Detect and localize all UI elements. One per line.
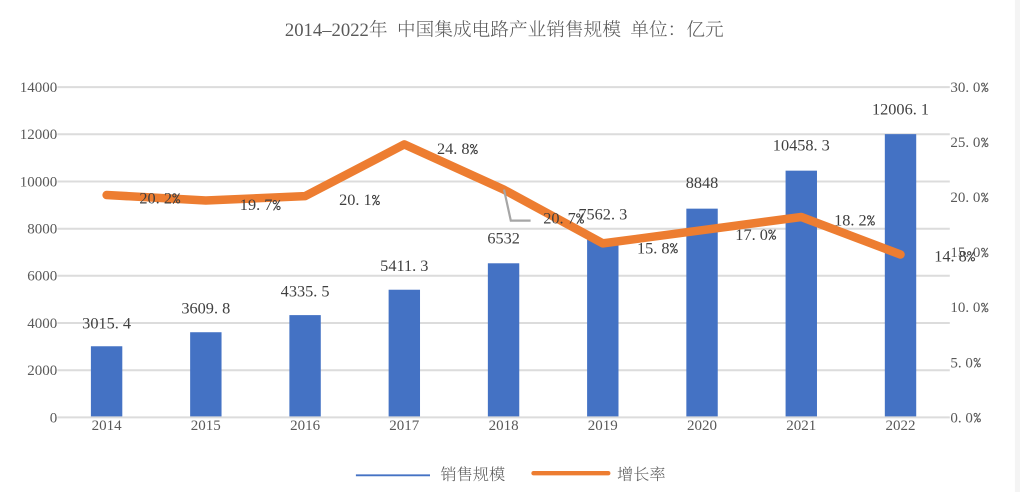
svg-text:8000: 8000 xyxy=(27,222,57,238)
svg-text:2018: 2018 xyxy=(489,418,519,434)
svg-text:2016: 2016 xyxy=(290,418,321,434)
svg-text:4335. 5: 4335. 5 xyxy=(281,281,330,300)
svg-text:14000: 14000 xyxy=(20,80,58,96)
svg-text:20. 7: 20. 7 xyxy=(543,209,576,228)
svg-text:19. 7: 19. 7 xyxy=(240,195,273,214)
svg-text:6532: 6532 xyxy=(487,229,520,248)
svg-text:2020: 2020 xyxy=(687,418,717,434)
svg-text:14. 8: 14. 8 xyxy=(934,246,967,265)
svg-text:12000: 12000 xyxy=(20,127,58,143)
svg-text:10. 0: 10. 0 xyxy=(950,300,980,316)
svg-text:12006. 1: 12006. 1 xyxy=(872,100,929,119)
svg-text:2014–2022: 2014–2022 xyxy=(285,20,369,41)
svg-text:20. 2: 20. 2 xyxy=(139,189,172,208)
svg-text:24. 8: 24. 8 xyxy=(437,139,470,158)
svg-text:17. 0: 17. 0 xyxy=(735,225,768,244)
svg-text:0. 0: 0. 0 xyxy=(950,410,973,426)
svg-text:20. 1: 20. 1 xyxy=(339,190,372,209)
svg-text:2000: 2000 xyxy=(27,363,57,379)
svg-text:3015. 4: 3015. 4 xyxy=(82,314,131,333)
svg-text:7562. 3: 7562. 3 xyxy=(578,204,627,223)
svg-text:5. 0: 5. 0 xyxy=(950,355,973,371)
svg-text:2022: 2022 xyxy=(886,418,916,434)
svg-text:20. 0: 20. 0 xyxy=(950,190,980,206)
svg-text:2015: 2015 xyxy=(191,418,221,434)
svg-text:2019: 2019 xyxy=(588,418,618,434)
svg-text:15. 8: 15. 8 xyxy=(637,238,670,257)
svg-text:3609. 8: 3609. 8 xyxy=(181,299,230,318)
svg-text:5411. 3: 5411. 3 xyxy=(380,256,428,275)
svg-text:18. 2: 18. 2 xyxy=(834,211,867,230)
svg-text:6000: 6000 xyxy=(27,269,57,285)
svg-text:2021: 2021 xyxy=(786,418,816,434)
svg-text:8848: 8848 xyxy=(686,173,719,192)
svg-text:10458. 3: 10458. 3 xyxy=(773,136,830,155)
svg-text:2014: 2014 xyxy=(92,418,123,434)
svg-text:4000: 4000 xyxy=(27,316,57,332)
svg-text:25. 0: 25. 0 xyxy=(950,135,980,151)
svg-text:0: 0 xyxy=(50,410,58,426)
svg-text:2017: 2017 xyxy=(389,418,420,434)
svg-text:10000: 10000 xyxy=(20,174,58,190)
svg-text:30. 0: 30. 0 xyxy=(950,80,980,96)
